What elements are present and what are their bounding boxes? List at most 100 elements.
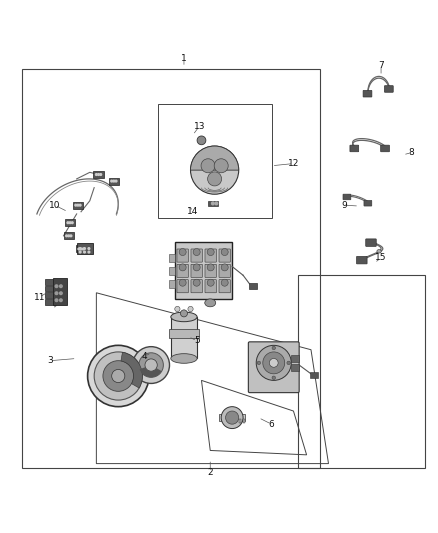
Circle shape xyxy=(193,279,200,286)
Circle shape xyxy=(88,248,90,249)
Circle shape xyxy=(69,222,71,223)
FancyBboxPatch shape xyxy=(366,239,376,246)
FancyBboxPatch shape xyxy=(219,249,230,262)
Circle shape xyxy=(67,222,69,223)
FancyBboxPatch shape xyxy=(191,264,202,278)
Circle shape xyxy=(145,359,157,371)
Circle shape xyxy=(94,352,142,400)
FancyBboxPatch shape xyxy=(171,317,197,359)
Circle shape xyxy=(103,361,134,391)
Circle shape xyxy=(256,345,291,381)
FancyBboxPatch shape xyxy=(53,278,67,304)
Wedge shape xyxy=(191,146,239,170)
Bar xyxy=(298,275,425,468)
FancyBboxPatch shape xyxy=(219,264,230,278)
Circle shape xyxy=(287,361,290,365)
Circle shape xyxy=(70,235,72,237)
FancyBboxPatch shape xyxy=(169,280,175,288)
Ellipse shape xyxy=(205,299,215,307)
Circle shape xyxy=(214,159,228,173)
Ellipse shape xyxy=(171,312,197,322)
FancyBboxPatch shape xyxy=(205,249,216,262)
Text: 15: 15 xyxy=(375,253,387,262)
FancyBboxPatch shape xyxy=(205,264,216,278)
FancyBboxPatch shape xyxy=(249,283,257,289)
Text: 2: 2 xyxy=(208,468,213,477)
Text: 10: 10 xyxy=(49,201,60,209)
Circle shape xyxy=(221,279,228,286)
FancyBboxPatch shape xyxy=(76,246,86,253)
Circle shape xyxy=(193,248,200,255)
FancyBboxPatch shape xyxy=(291,364,299,371)
Circle shape xyxy=(179,279,186,286)
Circle shape xyxy=(226,411,239,424)
Circle shape xyxy=(60,292,62,295)
FancyBboxPatch shape xyxy=(208,201,218,206)
Circle shape xyxy=(55,285,58,287)
Circle shape xyxy=(79,248,81,249)
FancyBboxPatch shape xyxy=(169,267,175,275)
Circle shape xyxy=(257,361,261,365)
Wedge shape xyxy=(140,367,162,377)
Circle shape xyxy=(175,306,180,312)
Circle shape xyxy=(68,235,70,237)
Wedge shape xyxy=(121,352,142,388)
Circle shape xyxy=(79,251,81,253)
Circle shape xyxy=(100,174,102,175)
Circle shape xyxy=(88,345,149,407)
Circle shape xyxy=(207,248,214,255)
Circle shape xyxy=(55,299,58,302)
FancyBboxPatch shape xyxy=(248,342,299,393)
Text: 13: 13 xyxy=(194,122,205,131)
Circle shape xyxy=(215,202,218,205)
Text: 14: 14 xyxy=(187,207,198,216)
Circle shape xyxy=(188,306,193,312)
FancyBboxPatch shape xyxy=(363,91,372,97)
Circle shape xyxy=(207,279,214,286)
FancyBboxPatch shape xyxy=(364,200,372,206)
Circle shape xyxy=(180,310,187,317)
Circle shape xyxy=(193,264,200,271)
Text: 6: 6 xyxy=(268,419,275,429)
FancyBboxPatch shape xyxy=(45,292,55,298)
Circle shape xyxy=(208,172,222,186)
FancyBboxPatch shape xyxy=(169,329,199,338)
Circle shape xyxy=(133,346,170,383)
FancyBboxPatch shape xyxy=(219,414,245,421)
Circle shape xyxy=(71,222,73,223)
Circle shape xyxy=(113,180,115,182)
FancyBboxPatch shape xyxy=(219,280,230,293)
Circle shape xyxy=(98,174,99,175)
Circle shape xyxy=(201,159,215,173)
Bar xyxy=(22,69,320,468)
Circle shape xyxy=(115,180,117,182)
Circle shape xyxy=(79,204,81,206)
FancyBboxPatch shape xyxy=(45,286,55,292)
Circle shape xyxy=(75,204,77,206)
FancyBboxPatch shape xyxy=(191,249,202,262)
FancyBboxPatch shape xyxy=(73,201,83,209)
Circle shape xyxy=(179,248,186,255)
Circle shape xyxy=(82,248,84,250)
Circle shape xyxy=(272,346,276,350)
Circle shape xyxy=(84,251,85,253)
Ellipse shape xyxy=(171,354,197,364)
Text: 1: 1 xyxy=(181,54,187,63)
Circle shape xyxy=(207,264,214,271)
FancyBboxPatch shape xyxy=(175,243,232,300)
Text: 4: 4 xyxy=(142,352,147,361)
Circle shape xyxy=(112,369,125,383)
Circle shape xyxy=(179,264,186,271)
Circle shape xyxy=(88,251,90,253)
FancyBboxPatch shape xyxy=(357,256,367,264)
FancyBboxPatch shape xyxy=(169,254,175,262)
Bar xyxy=(243,419,245,423)
Text: 11: 11 xyxy=(34,293,45,302)
Circle shape xyxy=(66,235,67,237)
Circle shape xyxy=(221,248,228,255)
FancyBboxPatch shape xyxy=(177,264,188,278)
FancyBboxPatch shape xyxy=(109,177,119,184)
FancyBboxPatch shape xyxy=(205,280,216,293)
FancyBboxPatch shape xyxy=(343,194,351,200)
Circle shape xyxy=(197,136,206,145)
